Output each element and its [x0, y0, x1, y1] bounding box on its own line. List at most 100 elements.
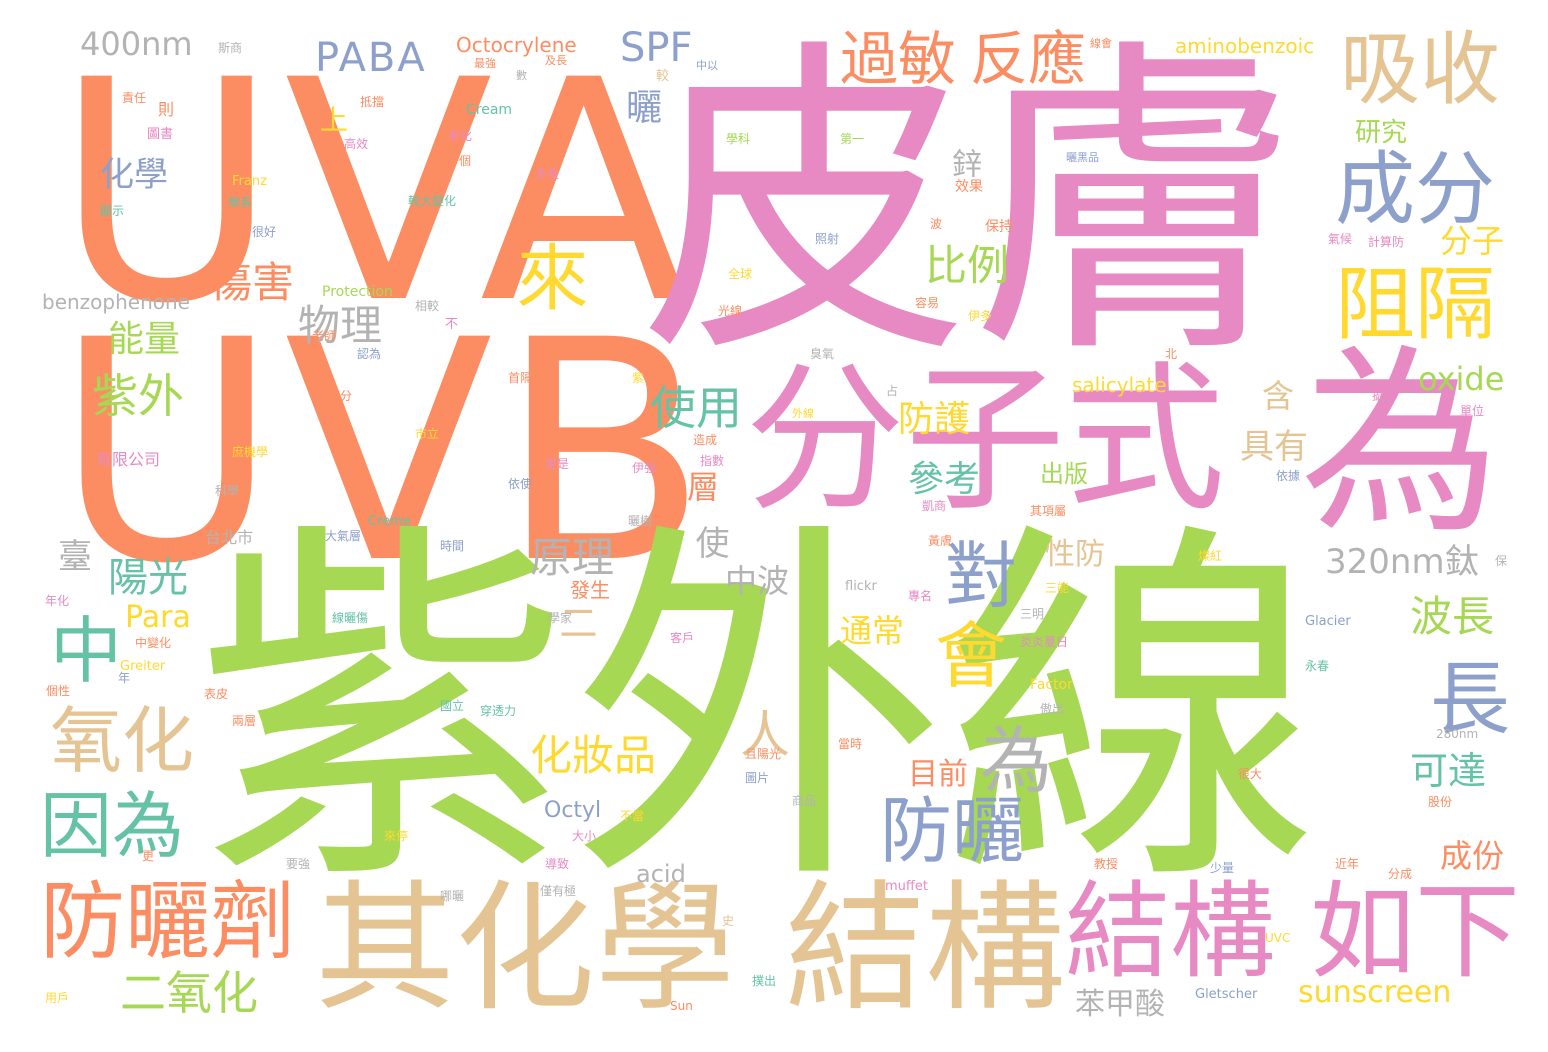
word-small: 更: [142, 849, 155, 863]
word-small: 哪曬: [440, 889, 465, 903]
word-small: 個性: [46, 684, 71, 698]
word-small: 保: [1495, 554, 1508, 568]
word-spf: SPF: [620, 25, 693, 71]
word-small: 及長: [545, 54, 567, 67]
word-protection: Protection: [322, 284, 393, 300]
word-ziwai: 紫外: [92, 369, 184, 423]
word-small: 庶機學: [232, 445, 269, 459]
word-small: 曬樹: [628, 514, 653, 528]
word-tai: 鈦: [1445, 542, 1479, 582]
word-wuli: 物理: [298, 301, 383, 350]
word-small: 表皮: [204, 687, 229, 701]
word-small: 紫: [632, 371, 645, 385]
word-fanghu: 防護: [898, 399, 971, 440]
word-shai: 曬: [620, 88, 661, 124]
word-wei-gray: 為: [980, 719, 1053, 803]
word-lai: 來: [504, 240, 588, 312]
word-small: 中變化: [135, 636, 172, 650]
word-flickr: flickr: [845, 579, 877, 594]
word-ren: 人: [740, 706, 790, 764]
word-small: 效果: [955, 179, 983, 195]
word-small: 桂皮: [385, 261, 413, 277]
word-small: 黃膚: [928, 534, 953, 548]
word-small: 市立: [415, 427, 440, 441]
word-fangshai: 防曬: [880, 789, 1025, 873]
word-small: 較大變化: [408, 194, 457, 208]
word-small: 學科: [726, 132, 751, 146]
word-small: 高效: [344, 137, 369, 151]
word-franz: Franz: [232, 174, 267, 189]
word-muffet: muffet: [885, 879, 928, 894]
word-small: 燦紅: [1198, 549, 1223, 563]
word-small: 計算防: [1368, 235, 1405, 249]
word-small: 指數: [700, 454, 725, 468]
word-small: 認為: [357, 347, 382, 361]
word-small: 商品: [792, 794, 817, 808]
word-factor: Factor: [1030, 677, 1073, 693]
word-280nm: 280nm: [1436, 727, 1479, 741]
word-small: 且陽光: [745, 747, 782, 761]
word-pifu: 皮膚: [640, 13, 1300, 397]
word-small: 單位: [1460, 404, 1485, 418]
word-small: 中以: [696, 59, 718, 72]
word-small: 凱商: [922, 499, 947, 513]
word-small: 炎炎夏日: [1020, 635, 1069, 649]
word-small: 圖書: [147, 127, 174, 142]
word-hui: 會: [935, 614, 1008, 698]
word-small: 依據: [1276, 469, 1301, 483]
word-zhang: 長: [1430, 653, 1510, 746]
word-chengfen2: 成份: [1440, 837, 1505, 875]
word-small: 傲出: [1040, 702, 1065, 716]
word-bochang: 波長: [1410, 592, 1495, 641]
word-small: 依使: [508, 477, 533, 491]
word-para: Para: [125, 600, 191, 635]
word-small: 較: [656, 69, 670, 84]
word-small: 不當: [620, 809, 645, 823]
word-jiegou-pink: 結構: [1065, 871, 1276, 993]
word-small: 僅有極: [540, 884, 577, 898]
word-er: 二: [553, 603, 597, 641]
word-benzophenone: benzophenone: [42, 290, 190, 314]
word-benjiasuan: 苯甲酸: [1075, 987, 1165, 1022]
word-dui: 對: [945, 534, 1018, 618]
word-small: 北: [1165, 347, 1178, 361]
word-jiegou-tan: 結構: [785, 868, 1066, 1031]
word-uvb: UVB: [55, 275, 715, 630]
word-uva: UVA: [55, 15, 695, 370]
word-small: 穿透力: [480, 704, 517, 718]
word-small: 顯示: [100, 204, 125, 218]
word-small: 最強: [474, 57, 496, 70]
word-zhongbo: 中波: [725, 562, 790, 600]
word-small: 很好: [252, 225, 277, 239]
word-small: 年: [118, 671, 131, 685]
word-small: 保持: [985, 219, 1013, 235]
word-small: 一個: [447, 154, 472, 168]
word-salicylate: salicylate: [1072, 373, 1167, 397]
word-zuge: 阻隔: [1335, 258, 1495, 351]
word-paba: PABA: [315, 35, 427, 81]
word-sunscreen: sunscreen: [1298, 975, 1452, 1010]
word-small: 線曬傷: [332, 611, 369, 625]
word-small: 少量: [1210, 861, 1235, 875]
word-small: 圖片: [745, 771, 770, 785]
word-small: 大氣層: [325, 529, 362, 543]
word-dabufen: 大部分: [316, 389, 353, 403]
word-yuanli: 原理: [530, 533, 615, 582]
word-glacier: Glacier: [1305, 614, 1351, 629]
word-cream: Cream: [466, 102, 513, 118]
word-small: 老師: [312, 329, 337, 343]
word-han: 含: [1262, 377, 1295, 415]
word-ceng: 層: [682, 470, 720, 502]
word-small: 則: [158, 100, 175, 119]
word-small: 線會: [1090, 37, 1112, 50]
word-small: 數: [516, 69, 527, 82]
word-creme: Creme: [368, 514, 411, 529]
word-acid: acid: [636, 860, 686, 888]
word-muqian: 目前: [908, 757, 968, 792]
word-yinwei: 因為: [40, 784, 185, 868]
word-small: 老化: [448, 129, 473, 143]
word-small: 光線: [718, 304, 743, 318]
word-fanying: 反應: [970, 25, 1087, 93]
word-small: 大小: [572, 829, 597, 843]
